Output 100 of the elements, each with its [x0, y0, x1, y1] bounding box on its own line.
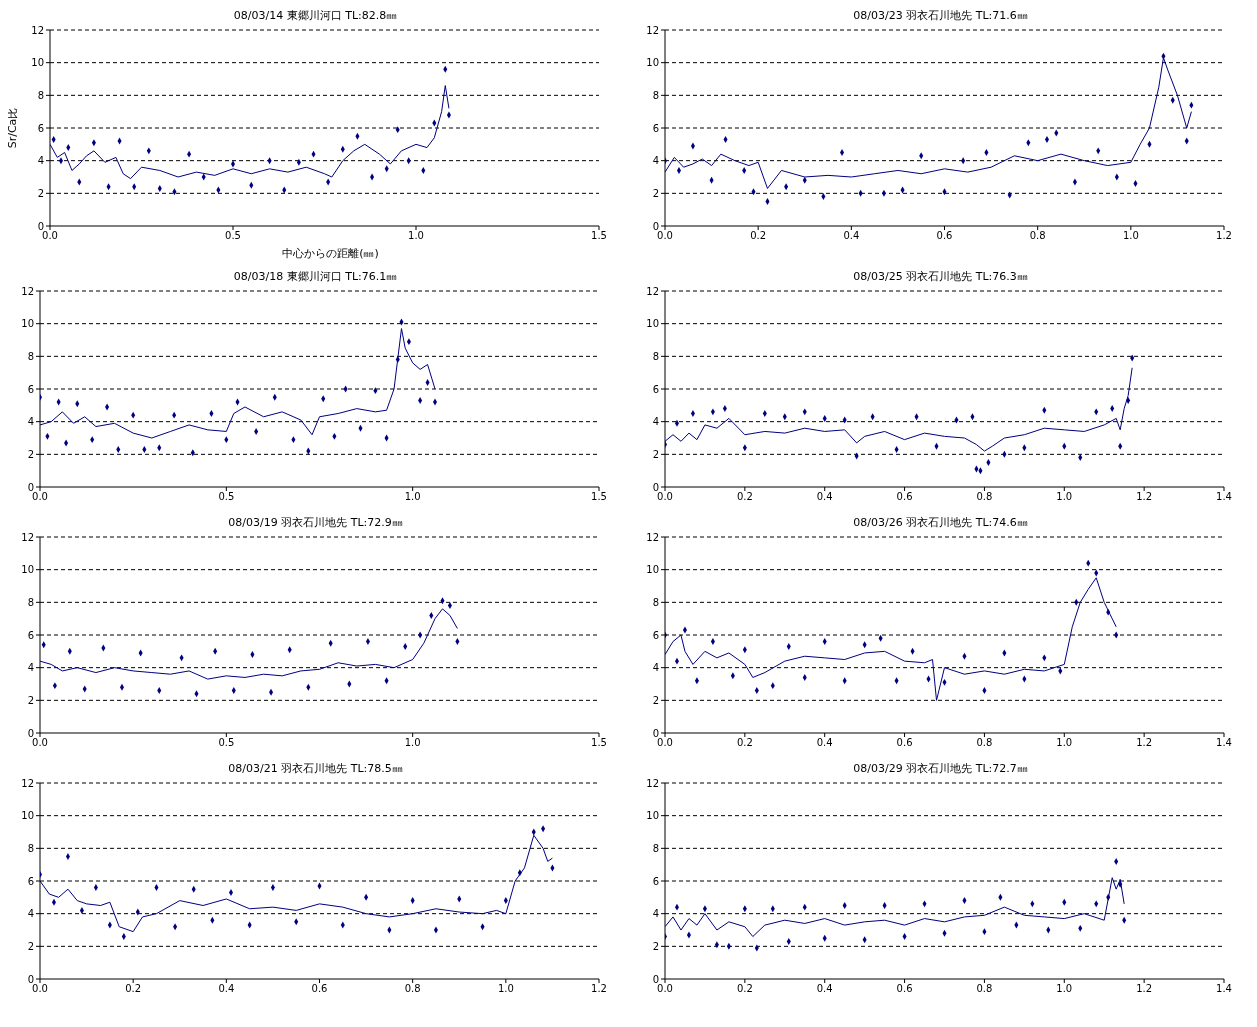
x-tick-label: 0.4 — [218, 983, 235, 995]
point — [986, 459, 991, 466]
y-tick-label: 0 — [652, 481, 659, 493]
x-tick-label: 0.8 — [1029, 230, 1046, 242]
y-tick-label: 6 — [652, 629, 659, 641]
y-tick-label: 8 — [27, 596, 34, 608]
x-tick-label: 1.4 — [1216, 983, 1232, 995]
x-tick-label: 1.0 — [408, 230, 424, 242]
y-tick-label: 6 — [37, 122, 44, 134]
y-tick-label: 10 — [646, 57, 659, 69]
y-tick-label: 8 — [37, 89, 44, 101]
x-tick-label: 0.0 — [657, 737, 673, 749]
x-tick-label: 0.6 — [896, 491, 913, 503]
y-tick-label: 2 — [27, 694, 34, 706]
x-tick-label: 0.4 — [816, 983, 833, 995]
chart-title: 08/03/18 東郷川河口 TL:76.1㎜ — [232, 269, 399, 285]
x-tick-label: 1.2 — [591, 983, 607, 995]
x-tick-label: 1.2 — [1136, 491, 1153, 503]
y-tick-label: 8 — [652, 89, 659, 101]
x-tick-label: 0.0 — [657, 491, 673, 503]
x-tick-label: 1.0 — [1056, 983, 1073, 995]
chart-title: 08/03/25 羽衣石川地先 TL:76.3㎜ — [852, 269, 1029, 285]
y-tick-label: 10 — [31, 57, 44, 69]
x-tick-label: 0.0 — [657, 230, 673, 242]
x-tick-label: 0.4 — [816, 737, 833, 749]
x-tick-label: 0.2 — [736, 737, 753, 749]
x-tick-label: 1.0 — [404, 737, 421, 749]
y-tick-label: 0 — [27, 973, 34, 985]
chart-title: 08/03/26 羽衣石川地先 TL:74.6㎜ — [852, 515, 1029, 531]
x-tick-label: 0.8 — [976, 737, 993, 749]
y-tick-label: 10 — [21, 564, 34, 576]
x-tick-label: 0.2 — [736, 983, 753, 995]
x-tick-label: 1.0 — [1056, 737, 1073, 749]
x-tick-label: 1.2 — [1136, 737, 1153, 749]
x-tick-label: 0.0 — [42, 230, 58, 242]
y-tick-label: 0 — [37, 220, 44, 232]
x-tick-label: 1.2 — [1216, 230, 1232, 242]
x-tick-label: 0.8 — [976, 491, 993, 503]
y-tick-label: 6 — [652, 383, 659, 395]
y-tick-label: 4 — [652, 155, 659, 167]
y-tick-label: 10 — [646, 810, 659, 822]
y-tick-label: 12 — [31, 24, 44, 36]
y-tick-label: 12 — [21, 285, 34, 297]
y-tick-label: 0 — [652, 220, 659, 232]
x-tick-label: 0.0 — [32, 491, 48, 503]
y-tick-label: 12 — [646, 531, 659, 543]
y-tick-label: 10 — [646, 564, 659, 576]
y-tick-label: 0 — [652, 727, 659, 739]
x-tick-label: 0.6 — [311, 983, 328, 995]
y-tick-label: 12 — [21, 777, 34, 789]
x-tick-label: 1.0 — [1056, 491, 1073, 503]
y-tick-label: 6 — [27, 383, 34, 395]
x-tick-label: 0.5 — [225, 230, 241, 242]
point — [230, 160, 236, 168]
y-tick-label: 10 — [646, 318, 659, 330]
point — [984, 149, 989, 156]
chart-title: 08/03/21 羽衣石川地先 TL:78.5㎜ — [227, 761, 404, 777]
y-tick-label: 12 — [646, 777, 659, 789]
y-tick-label: 2 — [37, 187, 44, 199]
y-tick-label: 4 — [652, 908, 659, 920]
chart-title: 08/03/19 羽衣石川地先 TL:72.9㎜ — [227, 515, 404, 531]
x-tick-label: 0.0 — [32, 737, 48, 749]
x-tick-label: 0.5 — [218, 737, 235, 749]
y-tick-label: 6 — [27, 629, 34, 641]
y-tick-label: 10 — [21, 810, 34, 822]
x-tick-label: 0.0 — [32, 983, 48, 995]
y-tick-label: 8 — [27, 842, 34, 854]
y-tick-label: 2 — [652, 940, 659, 952]
y-tick-label: 8 — [652, 350, 659, 362]
y-tick-label: 4 — [27, 908, 34, 920]
point — [882, 902, 887, 909]
y-tick-label: 12 — [646, 285, 659, 297]
x-tick-label: 1.0 — [1122, 230, 1139, 242]
line-series — [40, 608, 458, 680]
y-tick-label: 12 — [646, 24, 659, 36]
y-tick-label: 8 — [652, 596, 659, 608]
line-series — [665, 367, 1133, 452]
x-tick-label: 0.8 — [404, 983, 421, 995]
point — [209, 410, 214, 417]
y-tick-label: 2 — [27, 940, 34, 952]
x-tick-label: 1.4 — [1216, 491, 1232, 503]
y-tick-label: 0 — [652, 973, 659, 985]
y-tick-label: 6 — [652, 875, 659, 887]
x-tick-label: 0.6 — [896, 983, 913, 995]
x-tick-label: 0.4 — [816, 491, 833, 503]
x-tick-label: 1.0 — [497, 983, 514, 995]
y-tick-label: 10 — [21, 318, 34, 330]
x-tick-label: 1.5 — [591, 491, 607, 503]
x-axis-title: 中心からの距離(㎜) — [281, 246, 380, 261]
y-tick-label: 6 — [652, 122, 659, 134]
x-tick-label: 0.6 — [896, 737, 913, 749]
x-tick-label: 0.2 — [736, 491, 753, 503]
y-tick-label: 8 — [27, 350, 34, 362]
chart-title: 08/03/23 羽衣石川地先 TL:71.6㎜ — [852, 8, 1029, 24]
x-tick-label: 0.0 — [657, 983, 673, 995]
x-tick-label: 1.5 — [591, 230, 607, 242]
x-tick-label: 0.2 — [750, 230, 767, 242]
y-tick-label: 4 — [27, 662, 34, 674]
x-tick-label: 1.4 — [1216, 737, 1232, 749]
y-tick-label: 4 — [27, 416, 34, 428]
